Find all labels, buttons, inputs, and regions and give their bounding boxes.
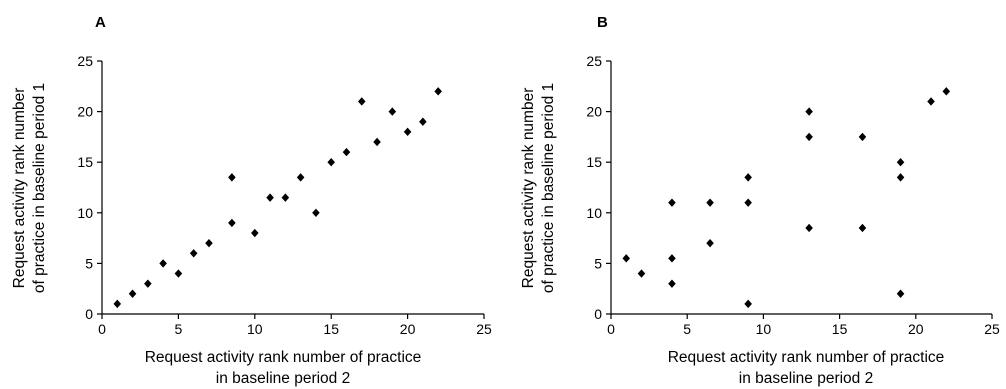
data-point [858, 223, 867, 233]
data-point [388, 107, 397, 116]
x-tick-label: 20 [908, 321, 924, 337]
data-point [668, 254, 676, 263]
scatter-panel-a: A 0 5 10 15 20 25 0 5 10 15 20 25 Request activity … [11, 14, 492, 387]
x-axis-title-line2: in baseline period 2 [739, 370, 873, 387]
data-point [896, 289, 905, 298]
y-tick-label: 5 [594, 255, 602, 271]
y-tick-label: 20 [77, 104, 93, 120]
x-tick-label: 10 [247, 321, 263, 337]
data-point [174, 269, 183, 278]
data-point [744, 198, 752, 207]
data-point [744, 299, 752, 309]
y-tick-label: 5 [85, 255, 93, 271]
data-point [706, 238, 714, 248]
x-axis-title-line2: in baseline period 2 [216, 370, 350, 387]
data-point [159, 259, 167, 268]
scatter-panel-b: B 0 5 10 15 20 25 0 5 10 15 20 25 Request activity … [520, 14, 1000, 387]
data-point [744, 173, 752, 182]
data-point [805, 107, 813, 116]
data-point [706, 198, 714, 207]
y-axis-title-line1: Request activity rank number [520, 88, 537, 289]
y-tick-label: 0 [594, 306, 602, 322]
y-axis-title-line2: of practice in baseline period 1 [31, 83, 48, 293]
x-tick-label: 5 [683, 321, 691, 337]
x-tick-label: 0 [607, 321, 615, 337]
data-point [228, 173, 236, 182]
x-axis-title-line1: Request activity rank number of practice [668, 349, 945, 366]
x-tick-label: 15 [323, 321, 339, 337]
data-point [419, 117, 427, 126]
x-tick-label: 25 [984, 321, 1000, 337]
data-point [896, 158, 905, 167]
data-point [281, 193, 290, 202]
data-point [637, 269, 646, 278]
data-point [668, 279, 676, 288]
data-point [251, 228, 259, 238]
y-axis-title-line1: Request activity rank number [11, 88, 28, 289]
data-point [357, 97, 366, 106]
data-point [342, 147, 351, 157]
x-tick-label: 5 [175, 321, 183, 337]
data-points [113, 87, 442, 309]
data-point [668, 198, 676, 207]
data-point [858, 132, 867, 142]
x-tick-label: 25 [476, 321, 492, 337]
y-tick-label: 15 [77, 154, 93, 170]
data-point [312, 208, 320, 217]
x-tick-label: 10 [756, 321, 772, 337]
data-point [622, 254, 631, 263]
data-point [189, 249, 198, 258]
data-point [228, 218, 236, 228]
x-tick-label: 20 [400, 321, 416, 337]
data-point [805, 132, 813, 142]
panel-label: A [95, 14, 106, 31]
y-tick-label: 20 [586, 104, 602, 120]
y-tick-label: 10 [77, 205, 93, 221]
data-point [296, 173, 305, 182]
y-tick-label: 0 [85, 306, 93, 322]
axis-ticks: 0 5 10 15 20 25 0 5 10 15 20 25 [586, 53, 1000, 337]
data-point [205, 238, 213, 248]
data-point [144, 279, 152, 288]
data-point [128, 289, 137, 298]
y-tick-label: 25 [586, 53, 602, 69]
data-point [266, 193, 274, 202]
data-point [434, 87, 442, 96]
axis-ticks: 0 5 10 15 20 25 0 5 10 15 20 25 [77, 53, 492, 337]
data-point [113, 299, 122, 309]
data-point [896, 173, 905, 182]
data-point [373, 137, 381, 147]
data-point [942, 87, 951, 96]
x-tick-label: 0 [98, 321, 106, 337]
data-point [927, 97, 935, 106]
x-axis-title-line1: Request activity rank number of practice [145, 349, 422, 366]
data-points [622, 87, 951, 309]
x-tick-label: 15 [832, 321, 848, 337]
data-point [327, 158, 335, 167]
y-tick-label: 15 [586, 154, 602, 170]
data-point [403, 127, 412, 137]
y-axis-title-line2: of practice in baseline period 1 [540, 83, 557, 293]
data-point [805, 223, 813, 233]
y-tick-label: 10 [586, 205, 602, 221]
panel-label: B [597, 14, 608, 31]
y-tick-label: 25 [77, 53, 93, 69]
